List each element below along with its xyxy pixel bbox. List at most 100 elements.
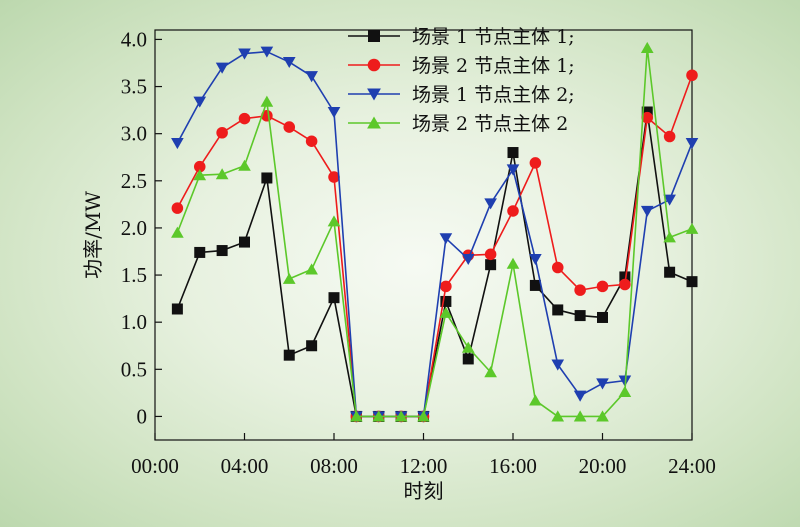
data-point: [215, 168, 229, 180]
data-point: [685, 138, 699, 150]
data-point: [461, 253, 475, 266]
data-point: [171, 138, 184, 150]
data-point: [216, 245, 228, 257]
y-tick-label: 3.5: [121, 75, 147, 99]
data-point: [367, 88, 381, 101]
data-point: [216, 126, 228, 139]
data-point: [529, 279, 541, 291]
data-point: [485, 259, 497, 271]
y-tick-label: 0: [137, 404, 148, 428]
data-point: [238, 112, 251, 125]
data-point: [417, 410, 430, 422]
data-point: [440, 295, 452, 307]
data-point: [368, 30, 380, 42]
data-point: [215, 62, 229, 74]
data-point: [283, 121, 296, 133]
x-tick-label: 16:00: [489, 454, 537, 478]
x-tick-label: 08:00: [310, 454, 358, 478]
data-point: [573, 390, 587, 402]
data-point: [664, 266, 676, 278]
data-point: [619, 278, 631, 291]
data-point: [194, 246, 206, 258]
data-point: [260, 95, 274, 107]
data-point: [440, 280, 452, 293]
data-point: [641, 111, 654, 124]
y-axis-label: 功率/MW: [81, 191, 105, 279]
y-tick-label: 2.5: [121, 169, 147, 193]
data-point: [305, 263, 318, 275]
data-point: [507, 205, 519, 217]
data-point: [663, 130, 676, 143]
data-point: [640, 205, 654, 217]
data-point: [686, 69, 698, 82]
legend-label: 场景 2 节点主体 1;: [412, 55, 575, 77]
y-tick-label: 1.0: [121, 310, 147, 334]
x-axis-label: 时刻: [404, 479, 444, 503]
legend-entry: 场景 2 节点主体 2: [348, 113, 568, 135]
y-tick-label: 2.0: [121, 216, 147, 240]
data-point: [507, 147, 519, 159]
data-point: [484, 248, 497, 261]
data-point: [327, 106, 341, 119]
data-point: [574, 310, 586, 322]
data-point: [238, 48, 251, 60]
data-point: [171, 202, 184, 214]
data-point: [305, 135, 318, 147]
axes: 00:00 04:00 08:00 12:00 16:00 20:00 24:00 0 0.5…: [81, 27, 716, 503]
data-point: [283, 349, 295, 361]
data-point: [461, 341, 475, 353]
data-point: [328, 292, 340, 304]
data-point: [171, 303, 183, 315]
data-point: [238, 159, 251, 171]
data-point: [640, 41, 654, 53]
series-line: [176, 47, 693, 418]
data-point: [551, 261, 564, 274]
data-point: [484, 366, 497, 378]
data-point: [462, 353, 474, 365]
series-line: [176, 111, 693, 418]
data-point: [551, 410, 565, 422]
data-point: [551, 359, 565, 371]
data-point: [282, 56, 296, 69]
data-point: [193, 96, 207, 108]
data-point: [596, 378, 609, 390]
data-point: [367, 58, 381, 72]
x-tick-label: 20:00: [579, 454, 627, 478]
series-layer: [171, 41, 699, 423]
legend-entry: 场景 1 节点主体 2;: [348, 84, 575, 106]
data-point: [552, 304, 564, 316]
data-point: [372, 410, 386, 422]
data-point: [439, 306, 453, 318]
legend-label: 场景 1 节点主体 2;: [412, 84, 575, 106]
data-point: [597, 311, 608, 323]
data-point: [686, 276, 698, 288]
y-tick-label: 1.5: [121, 263, 147, 287]
legend-entry: 场景 2 节点主体 1;: [348, 55, 575, 77]
data-point: [529, 253, 542, 266]
data-point: [529, 394, 542, 406]
data-point: [619, 271, 631, 283]
data-point: [484, 198, 497, 210]
series-line: [176, 50, 693, 418]
data-point: [596, 280, 609, 293]
series-1: [171, 106, 698, 422]
data-point: [574, 284, 586, 296]
data-point: [506, 257, 520, 269]
y-tick-label: 4.0: [121, 27, 147, 51]
series-4: [171, 41, 699, 422]
data-point: [193, 160, 206, 173]
data-point: [529, 157, 542, 169]
data-point: [306, 340, 318, 352]
legend-label: 场景 2 节点主体 2: [412, 113, 568, 135]
x-tick-label: 24:00: [668, 454, 716, 478]
data-point: [394, 410, 408, 422]
y-tick-label: 3.0: [121, 122, 147, 146]
data-point: [327, 215, 341, 227]
y-axis-ticks: 0 0.5 1.0 1.5 2.0 2.5 3.0 3.5 4.0: [121, 27, 162, 428]
data-point: [171, 226, 184, 238]
y-tick-label: 0.5: [121, 357, 147, 381]
data-point: [239, 236, 250, 248]
data-point: [282, 272, 296, 284]
